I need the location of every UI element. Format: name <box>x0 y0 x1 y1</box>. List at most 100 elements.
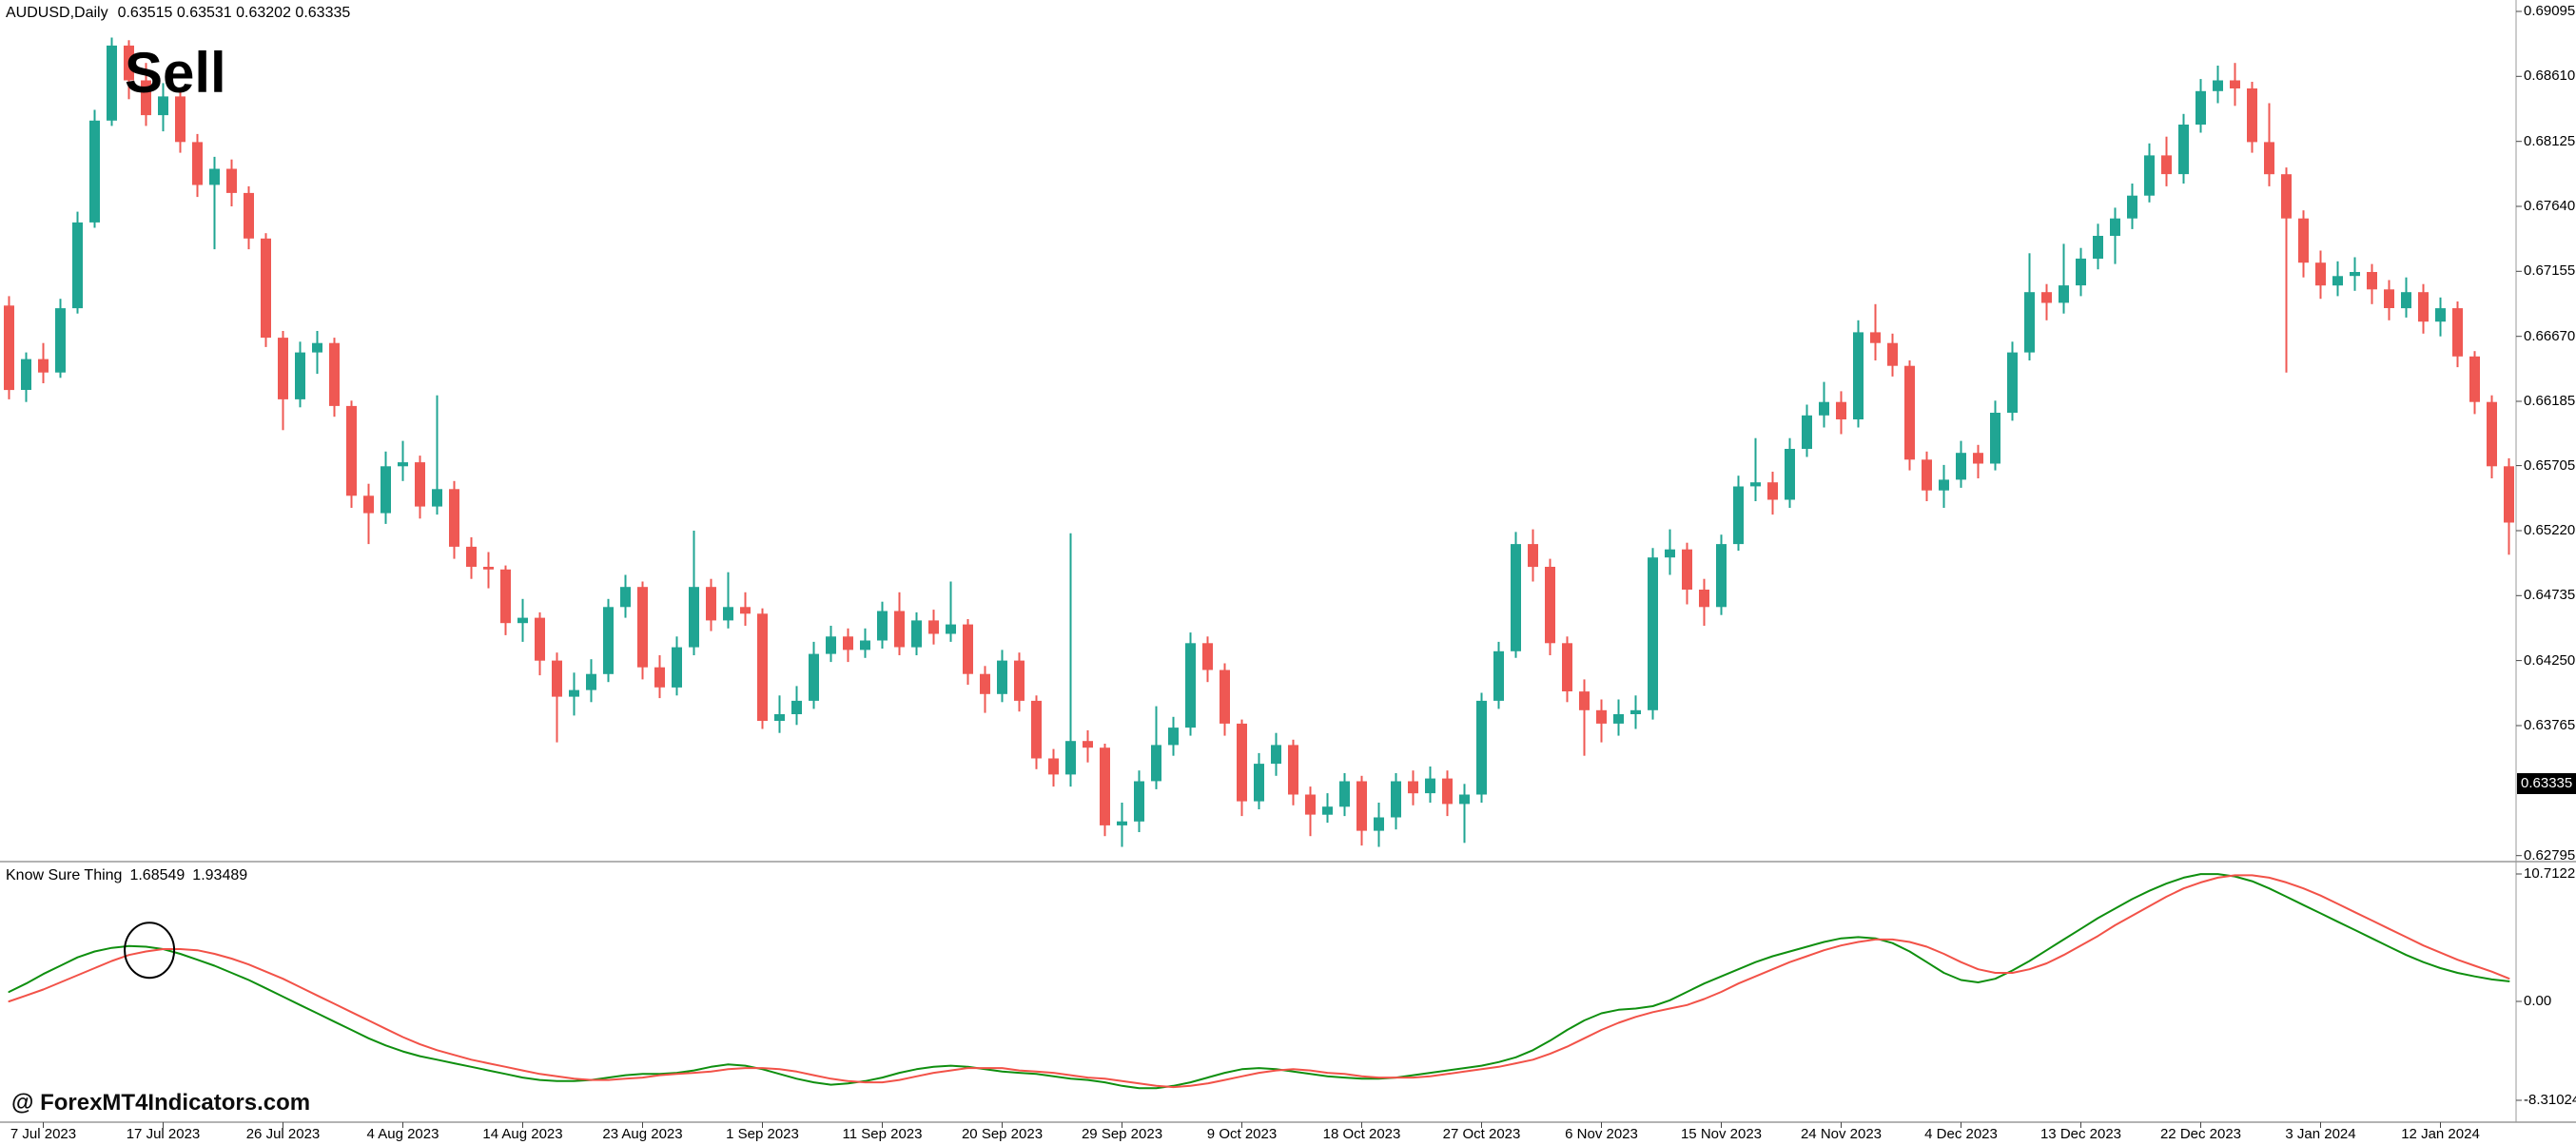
crossover-circle-annotation <box>124 922 176 980</box>
up-candle <box>1391 781 1401 818</box>
down-candle <box>1408 781 1418 794</box>
down-candle <box>963 624 973 674</box>
up-candle <box>2144 155 2155 196</box>
time-axis-label: 12 Jan 2024 <box>2401 1126 2480 1142</box>
down-candle <box>1904 365 1915 460</box>
up-candle <box>1168 728 1179 746</box>
price-axis-label: 0.65220 <box>2524 521 2576 538</box>
up-candle <box>2178 125 2189 175</box>
down-candle <box>1922 459 1932 491</box>
price-axis[interactable]: 0.69095 0.68610 0.68125 0.67640 0.67155 0.666… <box>2520 0 2576 1122</box>
sell-signal-label: Sell <box>125 41 226 105</box>
up-candle <box>809 653 819 701</box>
down-candle <box>1305 794 1316 815</box>
up-candle <box>1134 781 1144 822</box>
down-candle <box>192 142 203 185</box>
signal-line <box>8 874 2510 1089</box>
down-candle <box>552 660 562 697</box>
up-candle <box>2024 292 2035 353</box>
time-axis-label: 9 Oct 2023 <box>1206 1126 1278 1142</box>
price-axis-label: 0.62795 <box>2524 846 2576 864</box>
up-candle <box>826 636 836 654</box>
indicator-axis-label: 0.00 <box>2524 993 2552 1009</box>
time-axis-label: 26 Jul 2023 <box>245 1126 321 1142</box>
time-axis-label: 14 Aug 2023 <box>482 1126 563 1142</box>
kst-line <box>8 873 2510 1090</box>
price-axis-label: 0.65705 <box>2524 456 2576 474</box>
down-candle <box>1356 781 1367 831</box>
down-candle <box>1528 544 1538 568</box>
up-candle <box>1185 643 1196 728</box>
down-candle <box>4 305 14 391</box>
down-candle <box>483 567 494 570</box>
down-candle <box>843 636 853 650</box>
price-axis-label: 0.66670 <box>2524 327 2576 344</box>
down-candle <box>654 667 665 688</box>
up-candle <box>1939 479 1949 491</box>
up-candle <box>2350 272 2360 277</box>
time-axis-label: 17 Jul 2023 <box>126 1126 201 1142</box>
indicator-value-2: 1.93489 <box>192 867 248 883</box>
up-candle <box>2435 308 2446 322</box>
up-candle <box>603 607 614 674</box>
indicator-title-line: Know Sure Thing 1.68549 1.93489 <box>6 867 255 884</box>
up-candle <box>2213 80 2223 91</box>
down-candle <box>124 45 134 81</box>
up-candle <box>1750 482 1761 487</box>
up-candle <box>1716 544 1727 608</box>
down-candle <box>1973 453 1983 464</box>
up-candle <box>997 660 1007 694</box>
time-axis-label: 22 Dec 2023 <box>2159 1126 2242 1142</box>
down-candle <box>980 673 990 694</box>
price-axis-label: 0.67155 <box>2524 262 2576 280</box>
up-candle <box>723 607 733 621</box>
up-candle <box>1785 449 1795 500</box>
down-candle <box>1870 332 1881 343</box>
down-candle <box>226 168 237 193</box>
up-candle <box>2059 285 2069 303</box>
time-axis-label: 4 Dec 2023 <box>1924 1126 1998 1142</box>
up-candle <box>158 96 168 116</box>
up-candle <box>586 673 596 690</box>
down-candle <box>1220 670 1230 724</box>
down-candle <box>500 569 511 624</box>
up-candle <box>2093 236 2103 259</box>
up-candle <box>1459 794 1470 805</box>
down-candle <box>757 613 768 721</box>
down-candle <box>1237 723 1247 802</box>
up-candle <box>2076 258 2086 286</box>
price-axis-label: 0.68610 <box>2524 68 2576 85</box>
down-candle <box>1596 709 1607 724</box>
down-candle <box>1699 590 1709 608</box>
up-candle <box>1511 544 1521 651</box>
up-candle <box>1648 557 1658 710</box>
down-candle <box>1031 700 1042 759</box>
up-candle <box>1476 700 1487 795</box>
up-candle <box>1493 650 1504 701</box>
up-candle <box>1853 332 1864 419</box>
current-price-tag: 0.63335 <box>2517 772 2576 794</box>
up-candle <box>107 45 117 121</box>
price-axis-label: 0.64735 <box>2524 587 2576 604</box>
down-candle <box>740 607 751 614</box>
price-axis-label: 0.64250 <box>2524 651 2576 669</box>
symbol-quote-line: AUDUSD,Daily 0.63515 0.63531 0.63202 0.63… <box>6 5 350 22</box>
price-axis-label: 0.68125 <box>2524 132 2576 149</box>
time-axis[interactable]: 7 Jul 2023 17 Jul 2023 26 Jul 2023 4 Aug 20… <box>0 1124 2576 1145</box>
time-axis-label: 18 Oct 2023 <box>1322 1126 1401 1142</box>
down-candle <box>2264 142 2274 175</box>
up-candle <box>1733 486 1744 545</box>
indicator-axis-label: -8.31024 <box>2524 1091 2576 1108</box>
up-candle <box>791 700 802 714</box>
ohlc-values: 0.63515 0.63531 0.63202 0.63335 <box>117 5 351 21</box>
down-candle <box>346 405 357 496</box>
time-axis-label: 20 Sep 2023 <box>961 1126 1044 1142</box>
down-candle <box>1442 778 1453 805</box>
up-candle <box>860 640 870 650</box>
up-candle <box>1802 415 1812 449</box>
up-candle <box>2110 218 2120 236</box>
symbol-period-label: AUDUSD,Daily <box>6 5 108 21</box>
up-candle <box>1990 413 2000 464</box>
